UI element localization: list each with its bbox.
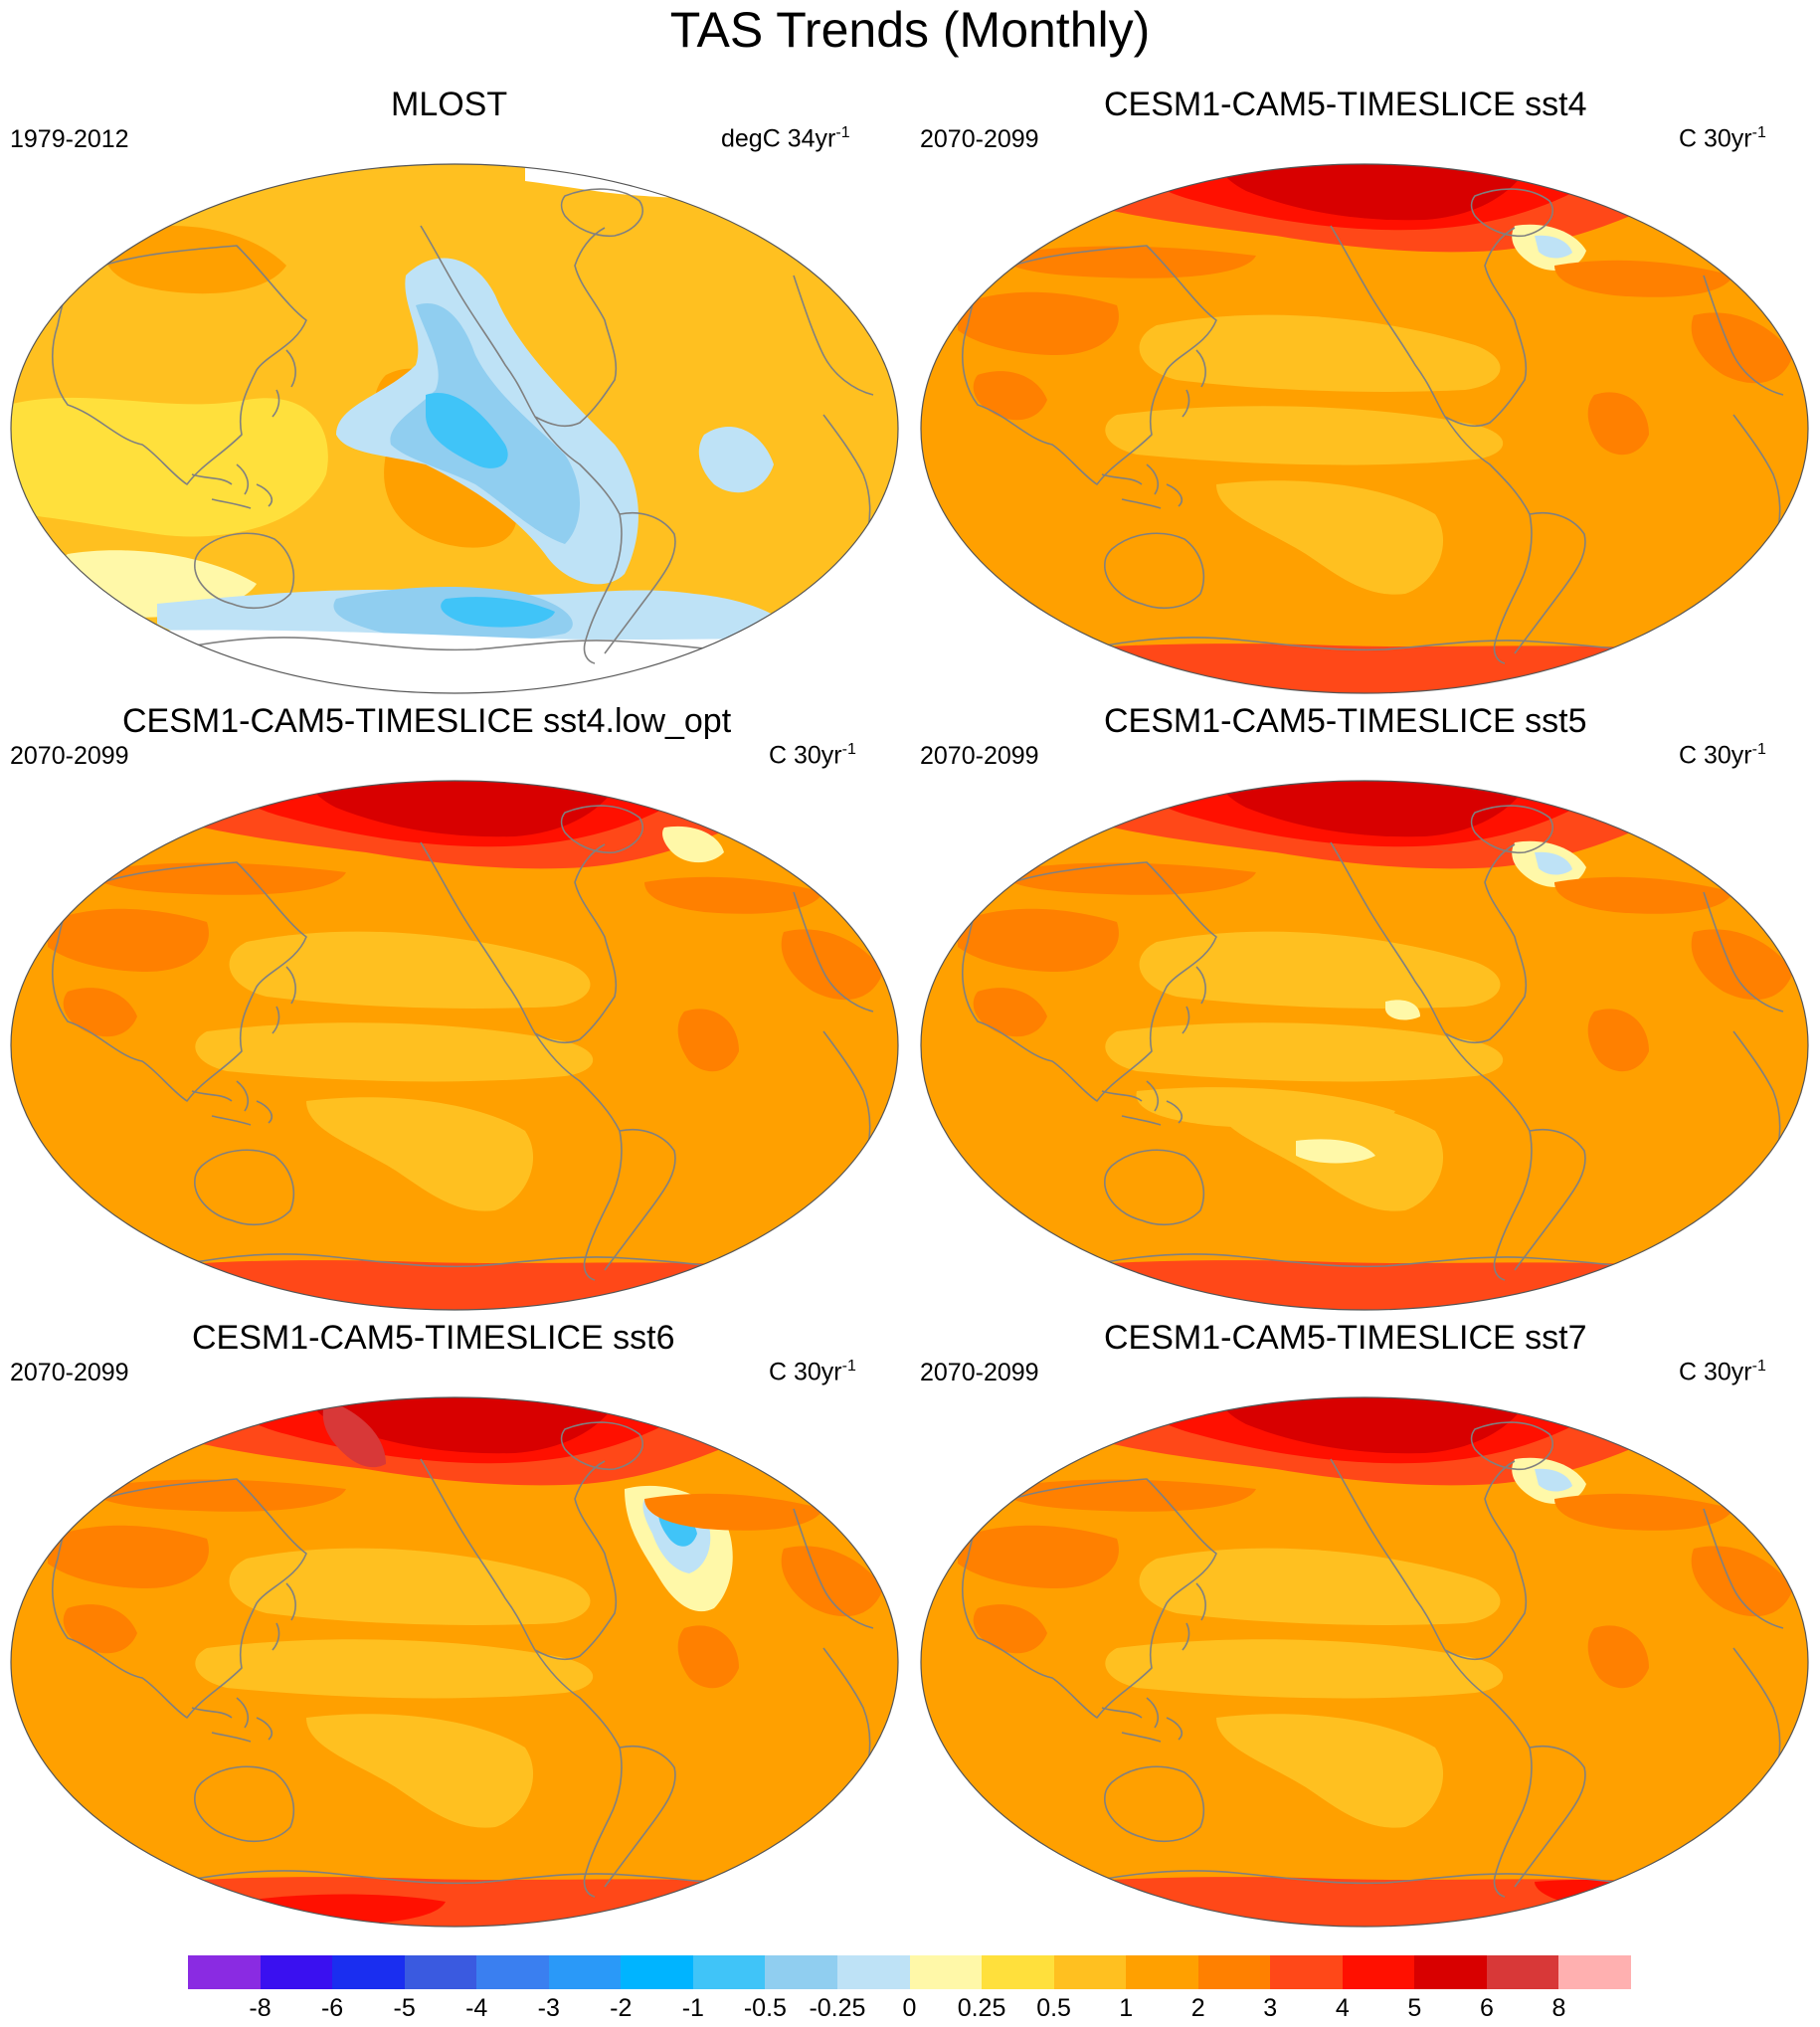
- map-panel-sst4-low-opt: CESM1-CAM5-TIMESLICE sst4.low_opt 2070-2…: [0, 701, 910, 1318]
- colorbar-swatch: [692, 1955, 766, 1989]
- panel-title: MLOST: [391, 86, 508, 123]
- colorbar-tick-label: 2: [1190, 1994, 1205, 2022]
- colorbar-tick-label: -0.5: [743, 1994, 787, 2022]
- colorbar-tick-label: -8: [249, 1994, 272, 2022]
- colorbar-swatch: [909, 1955, 983, 1989]
- colorbar-swatch: [548, 1955, 622, 1989]
- colorbar-tick-label: 4: [1335, 1994, 1350, 2022]
- colorbar-swatch: [404, 1955, 477, 1989]
- map-panel-sst6: CESM1-CAM5-TIMESLICE sst6 2070-2099 C 30…: [0, 1318, 910, 1935]
- units-label: C 30yr-1: [1679, 741, 1766, 770]
- units-label: C 30yr-1: [1679, 1358, 1766, 1386]
- colorbar-tick-label: 3: [1263, 1994, 1278, 2022]
- colorbar-swatch: [1342, 1955, 1415, 1989]
- colorbar-swatch: [1414, 1955, 1488, 1989]
- period-label: 2070-2099: [10, 1359, 129, 1386]
- world-map: [10, 163, 899, 694]
- colorbar-tick-label: -1: [681, 1994, 704, 2022]
- map-panel-sst5: CESM1-CAM5-TIMESLICE sst5 2070-2099 C 30…: [910, 701, 1820, 1318]
- colorbar-swatch: [1558, 1955, 1632, 1989]
- colorbar-swatch: [836, 1955, 910, 1989]
- map-panel-sst7: CESM1-CAM5-TIMESLICE sst7 2070-2099 C 30…: [910, 1318, 1820, 1935]
- period-label: 2070-2099: [920, 742, 1039, 770]
- world-map: [920, 163, 1809, 694]
- world-map: [10, 1396, 899, 1928]
- period-label: 2070-2099: [10, 742, 129, 770]
- panel-title: CESM1-CAM5-TIMESLICE sst7: [1104, 1319, 1587, 1357]
- world-map: [920, 780, 1809, 1311]
- colorbar-tick-label: -0.25: [809, 1994, 866, 2022]
- units-label: C 30yr-1: [769, 1358, 856, 1386]
- colorbar-tick-label: 6: [1479, 1994, 1494, 2022]
- colorbar-tick-label: -2: [610, 1994, 633, 2022]
- units-label: degC 34yr-1: [721, 124, 850, 153]
- figure-title: TAS Trends (Monthly): [669, 2, 1151, 58]
- panel-title: CESM1-CAM5-TIMESLICE sst6: [192, 1319, 675, 1357]
- colorbar-swatch: [1486, 1955, 1559, 1989]
- colorbar-swatch: [1270, 1955, 1344, 1989]
- colorbar-tick-label: 0.25: [957, 1994, 1006, 2022]
- period-label: 2070-2099: [920, 1359, 1039, 1386]
- period-label: 1979-2012: [10, 125, 129, 153]
- colorbar-swatch: [1126, 1955, 1199, 1989]
- colorbar-tick-label: 1: [1119, 1994, 1134, 2022]
- map-panel-sst4: CESM1-CAM5-TIMESLICE sst4 2070-2099 C 30…: [910, 85, 1820, 701]
- units-label: C 30yr-1: [769, 741, 856, 770]
- colorbar-swatch: [188, 1955, 262, 1989]
- colorbar-swatch: [1197, 1955, 1271, 1989]
- colorbar-swatch: [476, 1955, 550, 1989]
- panel-title: CESM1-CAM5-TIMESLICE sst5: [1104, 702, 1587, 740]
- colorbar-swatch: [765, 1955, 838, 1989]
- colorbar-tick-label: -5: [393, 1994, 416, 2022]
- colorbar-swatch: [332, 1955, 406, 1989]
- world-map: [10, 780, 899, 1311]
- colorbar-swatch: [621, 1955, 694, 1989]
- colorbar-tick-label: 0: [902, 1994, 917, 2022]
- colorbar-swatch: [1053, 1955, 1127, 1989]
- world-map: [920, 1396, 1809, 1928]
- period-label: 2070-2099: [920, 125, 1039, 153]
- colorbar-tick-label: -3: [537, 1994, 560, 2022]
- colorbar-swatch: [260, 1955, 333, 1989]
- colorbar-tick-label: 8: [1551, 1994, 1566, 2022]
- colorbar-tick-label: -4: [465, 1994, 488, 2022]
- panel-title: CESM1-CAM5-TIMESLICE sst4: [1104, 86, 1587, 123]
- panel-title: CESM1-CAM5-TIMESLICE sst4.low_opt: [122, 702, 732, 740]
- units-label: C 30yr-1: [1679, 124, 1766, 153]
- colorbar-swatch: [982, 1955, 1055, 1989]
- colorbar-tick-label: 0.5: [1036, 1994, 1071, 2022]
- colorbar-tick-label: -6: [320, 1994, 344, 2022]
- colorbar-tick-label: 5: [1407, 1994, 1422, 2022]
- map-panel-mlost: MLOST 1979-2012 degC 34yr-1: [0, 85, 910, 701]
